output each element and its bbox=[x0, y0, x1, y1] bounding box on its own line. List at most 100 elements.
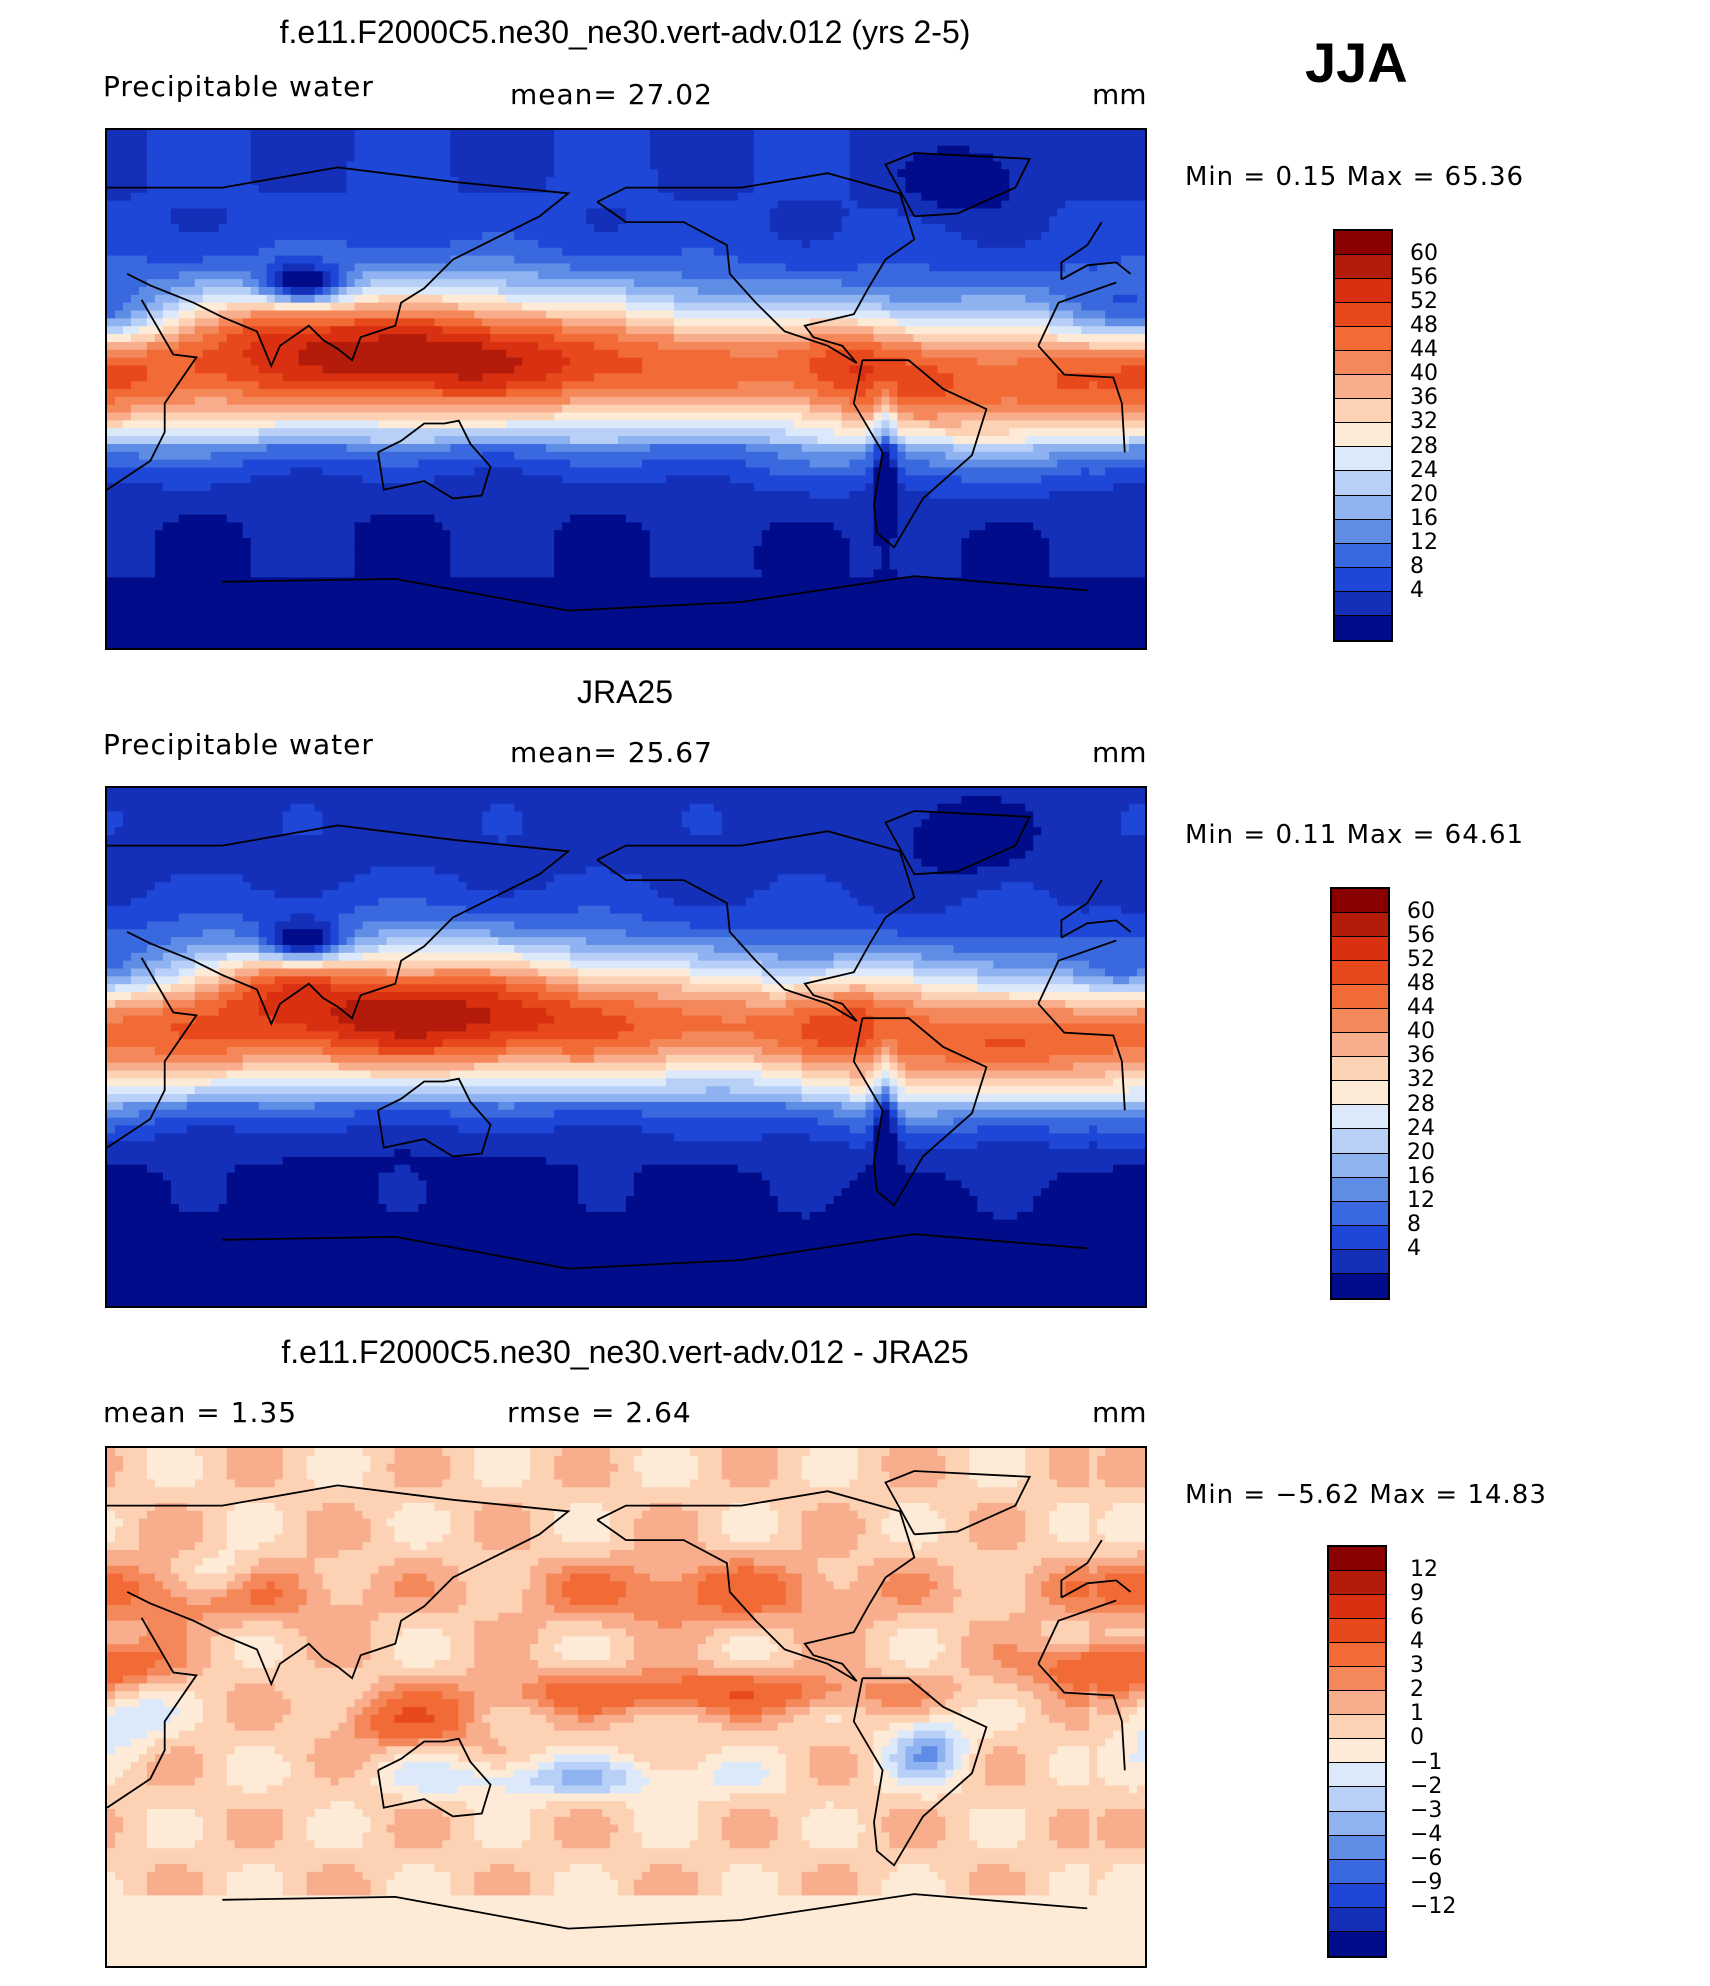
field-contour-cell bbox=[801, 239, 811, 249]
field-contour-cell bbox=[570, 1597, 619, 1606]
field-contour-cell bbox=[825, 968, 915, 977]
field-contour-cell bbox=[937, 412, 1145, 421]
field-contour-cell bbox=[258, 937, 268, 946]
field-contour-cell bbox=[1089, 1518, 1098, 1528]
field-contour-cell bbox=[330, 984, 507, 993]
field-contour-cell bbox=[865, 1707, 931, 1716]
field-contour-cell bbox=[346, 1125, 459, 1134]
field-contour-cell bbox=[1089, 1125, 1098, 1134]
field-contour-cell bbox=[857, 1471, 891, 1480]
field-contour-cell bbox=[234, 1644, 284, 1653]
field-contour-cell bbox=[554, 1754, 611, 1763]
field-contour-cell bbox=[170, 984, 196, 993]
field-contour-cell bbox=[186, 1636, 212, 1645]
field-contour-cell bbox=[107, 1203, 180, 1213]
field-contour-cell bbox=[649, 161, 755, 170]
field-contour-cell bbox=[314, 1809, 364, 1818]
field-contour-cell bbox=[1089, 263, 1098, 272]
field-contour-cell bbox=[761, 1707, 787, 1716]
field-contour-cell bbox=[777, 1573, 803, 1583]
field-contour-cell bbox=[554, 1722, 611, 1732]
field-contour-cell bbox=[107, 1871, 116, 1881]
field-contour-cell bbox=[274, 286, 284, 296]
field-contour-cell bbox=[1089, 1644, 1145, 1653]
field-contour-cell bbox=[282, 1620, 372, 1630]
field-contour-cell bbox=[530, 1777, 563, 1787]
field-contour-cell bbox=[1049, 1879, 1090, 1889]
field-contour-cell bbox=[130, 294, 156, 304]
field-contour-cell bbox=[745, 999, 787, 1009]
field-contour-cell bbox=[897, 443, 907, 453]
field-contour-cell bbox=[1049, 1683, 1074, 1692]
field-contour-cell bbox=[681, 271, 1145, 280]
field-contour-cell bbox=[809, 1479, 851, 1488]
field-contour-cell bbox=[330, 1054, 499, 1064]
field-contour-cell bbox=[1041, 1628, 1090, 1637]
field-contour-cell bbox=[107, 1887, 124, 1896]
colorbar-swatch bbox=[1335, 567, 1391, 592]
field-contour-cell bbox=[554, 145, 651, 155]
field-contour-cell bbox=[721, 1824, 779, 1834]
field-contour-cell bbox=[370, 1887, 388, 1896]
field-contour-cell bbox=[618, 1031, 683, 1040]
field-contour-cell bbox=[801, 1832, 859, 1842]
field-contour-cell bbox=[857, 897, 962, 907]
field-contour-cell bbox=[114, 1809, 148, 1818]
field-contour-cell bbox=[338, 1031, 396, 1040]
field-contour-cell bbox=[474, 1644, 531, 1653]
field-contour-cell bbox=[729, 1714, 763, 1724]
field-contour-cell bbox=[825, 1675, 954, 1685]
field-contour-cell bbox=[889, 1101, 899, 1111]
field-contour-cell bbox=[107, 514, 180, 524]
field-contour-cell bbox=[514, 1863, 571, 1873]
field-contour-cell bbox=[769, 1479, 811, 1488]
field-contour-cell bbox=[258, 1542, 308, 1551]
field-contour-cell bbox=[1025, 1455, 1050, 1465]
field-contour-cell bbox=[114, 1534, 140, 1543]
field-contour-cell bbox=[1017, 396, 1145, 406]
field-contour-cell bbox=[1041, 1589, 1066, 1598]
field-contour-cell bbox=[258, 365, 324, 374]
colorbar-swatch bbox=[1329, 1883, 1385, 1908]
field-contour-cell bbox=[554, 530, 651, 539]
field-contour-cell bbox=[881, 1824, 946, 1834]
field-contour-cell bbox=[482, 811, 523, 820]
field-contour-cell bbox=[442, 1557, 539, 1567]
field-contour-cell bbox=[107, 208, 172, 217]
field-contour-cell bbox=[226, 1455, 284, 1465]
field-contour-cell bbox=[146, 1824, 204, 1834]
field-contour-cell bbox=[841, 224, 946, 233]
field-contour-cell bbox=[490, 929, 627, 938]
field-contour-cell bbox=[546, 443, 651, 453]
field-contour-cell bbox=[107, 1274, 1145, 1284]
field-contour-cell bbox=[897, 514, 1145, 524]
field-contour-cell bbox=[330, 1589, 364, 1598]
field-contour-cell bbox=[753, 553, 851, 563]
field-contour-cell bbox=[889, 1534, 938, 1543]
field-contour-cell bbox=[107, 271, 180, 280]
field-contour-cell bbox=[945, 1730, 962, 1739]
field-contour-cell bbox=[458, 1125, 555, 1134]
field-contour-cell bbox=[394, 1809, 443, 1818]
field-contour-cell bbox=[530, 1824, 555, 1834]
field-contour-cell bbox=[1033, 835, 1145, 844]
field-contour-cell bbox=[107, 1039, 332, 1048]
field-contour-cell bbox=[186, 1675, 380, 1685]
field-contour-cell bbox=[242, 349, 300, 359]
field-contour-cell bbox=[769, 882, 843, 891]
field-contour-cell bbox=[1057, 1840, 1090, 1849]
field-contour-cell bbox=[570, 357, 643, 367]
field-contour-cell bbox=[1121, 827, 1145, 836]
field-contour-cell bbox=[522, 811, 683, 820]
field-contour-cell bbox=[226, 1707, 292, 1716]
field-contour-cell bbox=[250, 153, 356, 162]
field-contour-cell bbox=[857, 1816, 883, 1826]
field-contour-cell bbox=[697, 1455, 723, 1465]
field-contour-cell bbox=[306, 1824, 372, 1834]
field-contour-cell bbox=[322, 1863, 356, 1873]
field-contour-cell bbox=[921, 341, 1090, 351]
field-contour-cell bbox=[897, 1738, 915, 1747]
panel-3-title: f.e11.F2000C5.ne30_ne30.vert-adv.012 - J… bbox=[281, 1334, 969, 1370]
field-contour-cell bbox=[362, 1691, 380, 1700]
field-contour-cell bbox=[330, 1039, 380, 1048]
